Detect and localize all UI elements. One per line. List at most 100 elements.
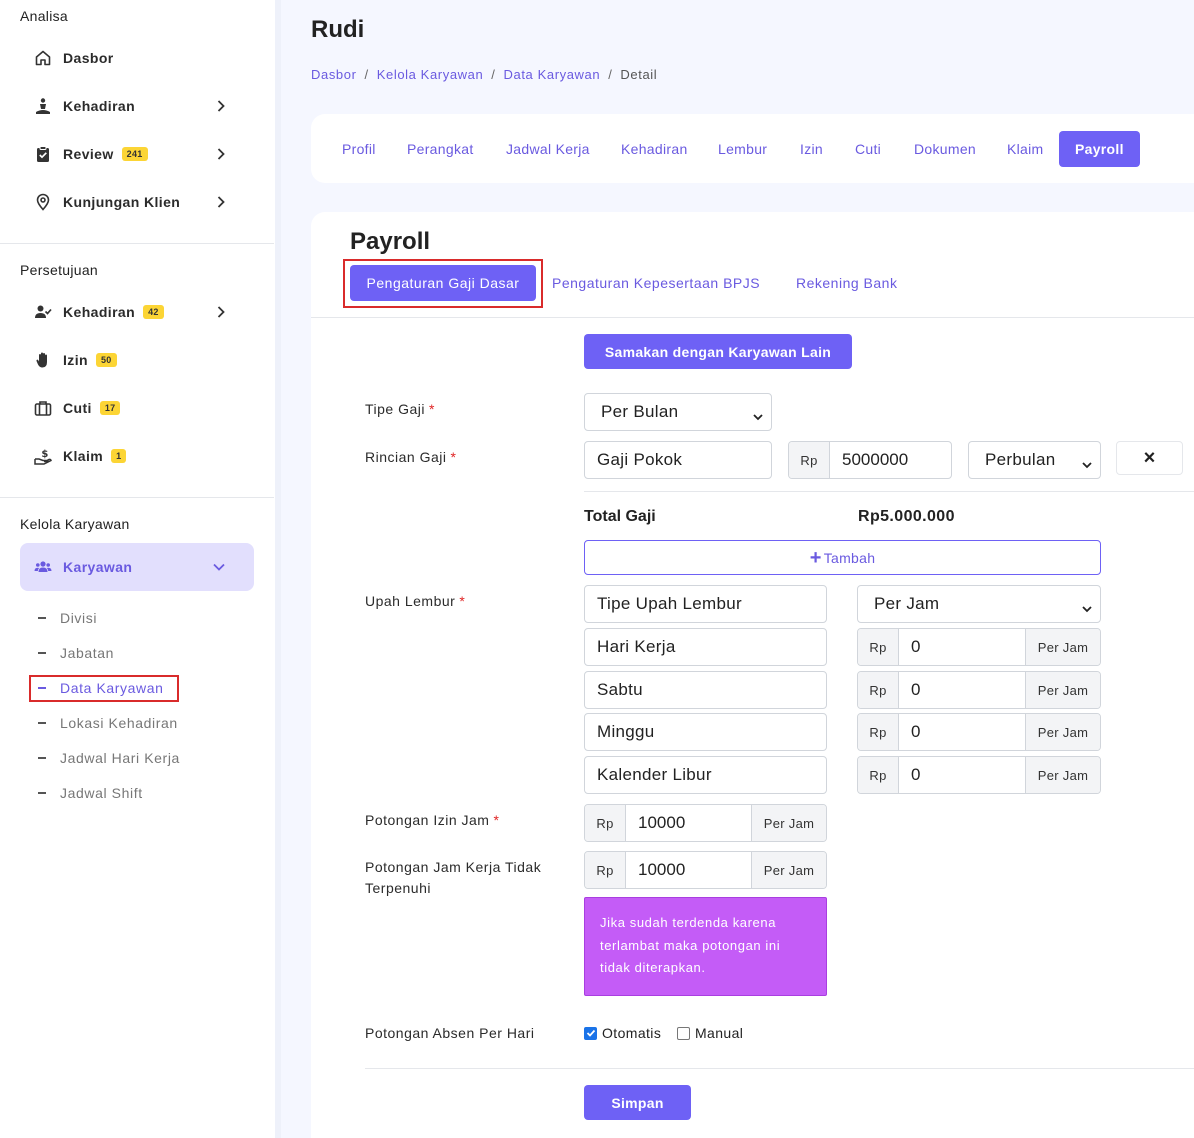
sidebar-item-kunjungan-klien[interactable]: Kunjungan Klien bbox=[34, 190, 234, 214]
potongan-izin-input[interactable]: 10000 bbox=[638, 813, 686, 832]
form-footer-divider bbox=[365, 1068, 1194, 1069]
sidebar-item-cuti[interactable]: Cuti 17 bbox=[34, 396, 234, 420]
clipboard-check-icon bbox=[34, 145, 52, 163]
upah-kalender-libur-input[interactable]: 0 bbox=[911, 765, 921, 784]
tipe-gaji-label: Tipe Gaji * bbox=[365, 401, 435, 417]
subtab-rekening-bank[interactable]: Rekening Bank bbox=[796, 275, 898, 291]
section-analisa: Analisa bbox=[20, 8, 69, 24]
upah-row-name: Kalender Libur bbox=[584, 756, 827, 794]
close-icon: × bbox=[1143, 447, 1156, 469]
otomatis-checkbox[interactable]: Otomatis bbox=[584, 1025, 661, 1041]
tambah-button[interactable]: + Tambah bbox=[584, 540, 1101, 575]
tab-kehadiran[interactable]: Kehadiran bbox=[621, 141, 688, 157]
sidebar-item-izin[interactable]: Izin 50 bbox=[34, 348, 234, 372]
tab-lembur[interactable]: Lembur bbox=[718, 141, 768, 157]
per-jam-suffix: Per Jam bbox=[751, 852, 826, 888]
hand-dollar-icon: $ bbox=[34, 447, 52, 465]
chevron-down-icon bbox=[1082, 455, 1092, 469]
section-persetujuan: Persetujuan bbox=[20, 262, 99, 278]
rincian-amount-input[interactable]: 5000000 bbox=[842, 450, 909, 469]
potongan-izin-group[interactable]: Rp 10000 Per Jam bbox=[584, 804, 827, 842]
potongan-jam-label: Potongan Jam Kerja Tidak Terpenuhi bbox=[365, 859, 542, 896]
sidebar-subitem-data-karyawan[interactable]: Data Karyawan bbox=[38, 680, 164, 696]
tab-profil[interactable]: Profil bbox=[342, 141, 376, 157]
sidebar-group-karyawan[interactable] bbox=[20, 543, 254, 591]
tab-cuti[interactable]: Cuti bbox=[855, 141, 882, 157]
tab-dokumen[interactable]: Dokumen bbox=[914, 141, 977, 157]
rincian-amount-group[interactable]: Rp 5000000 bbox=[788, 441, 952, 479]
upah-hari-kerja-group[interactable]: Rp 0 Per Jam bbox=[857, 628, 1101, 666]
sidebar-item-label: Izin bbox=[63, 352, 88, 368]
tipe-upah-lembur-field: Tipe Upah Lembur bbox=[584, 585, 827, 623]
sidebar-item-kehadiran[interactable]: Kehadiran bbox=[34, 94, 234, 118]
sidebar-item-klaim[interactable]: $ Klaim 1 bbox=[34, 444, 234, 468]
simpan-button[interactable]: Simpan bbox=[584, 1085, 691, 1120]
upah-tipe-value: Per Jam bbox=[874, 594, 940, 613]
checkbox-unchecked-icon[interactable] bbox=[677, 1026, 690, 1040]
tab-izin[interactable]: Izin bbox=[800, 141, 823, 157]
breadcrumb-separator: / bbox=[364, 67, 369, 82]
currency-prefix: Rp bbox=[585, 805, 626, 841]
tab-jadwal-kerja[interactable]: Jadwal Kerja bbox=[506, 141, 590, 157]
upah-tipe-select[interactable]: Per Jam bbox=[857, 585, 1101, 623]
hand-icon bbox=[34, 351, 52, 369]
sidebar-item-dasbor[interactable]: Dasbor bbox=[34, 46, 234, 70]
manual-checkbox[interactable]: Manual bbox=[677, 1025, 743, 1041]
subitem-label: Lokasi Kehadiran bbox=[60, 715, 178, 731]
rincian-name-input[interactable]: Gaji Pokok bbox=[584, 441, 772, 479]
plus-icon: + bbox=[809, 546, 822, 569]
potongan-jam-input[interactable]: 10000 bbox=[638, 860, 686, 879]
potongan-jam-group[interactable]: Rp 10000 Per Jam bbox=[584, 851, 827, 889]
sidebar-subitem-jabatan[interactable]: Jabatan bbox=[38, 645, 114, 661]
dash-icon bbox=[38, 722, 46, 724]
dash-icon bbox=[38, 757, 46, 759]
dash-icon bbox=[38, 652, 46, 654]
subitem-label: Divisi bbox=[60, 610, 98, 626]
upah-sabtu-group[interactable]: Rp 0 Per Jam bbox=[857, 671, 1101, 709]
users-icon bbox=[34, 558, 52, 576]
upah-sabtu-input[interactable]: 0 bbox=[911, 680, 921, 699]
dash-icon bbox=[38, 792, 46, 794]
samakan-button[interactable]: Samakan dengan Karyawan Lain bbox=[584, 334, 852, 369]
remove-rincian-button[interactable]: × bbox=[1116, 441, 1183, 475]
otomatis-label: Otomatis bbox=[602, 1025, 662, 1041]
subitem-label: Jabatan bbox=[60, 645, 115, 661]
chevron-down-icon bbox=[753, 407, 763, 421]
currency-prefix: Rp bbox=[858, 672, 899, 708]
breadcrumb-separator: / bbox=[491, 67, 496, 82]
per-jam-suffix: Per Jam bbox=[751, 805, 826, 841]
sidebar-item-persetujuan-kehadiran[interactable]: Kehadiran 42 bbox=[34, 300, 234, 324]
sidebar-divider bbox=[0, 497, 274, 498]
sidebar-subitem-divisi[interactable]: Divisi bbox=[38, 610, 97, 626]
subtab-kepesertaan-bpjs[interactable]: Pengaturan Kepesertaan BPJS bbox=[552, 275, 761, 291]
highlight-box bbox=[343, 259, 543, 308]
breadcrumb-data-karyawan[interactable]: Data Karyawan bbox=[503, 67, 601, 82]
sidebar-item-karyawan[interactable]: Karyawan bbox=[34, 555, 234, 579]
rincian-period-select[interactable]: Perbulan bbox=[968, 441, 1101, 479]
breadcrumb-separator: / bbox=[608, 67, 613, 82]
subtab-gaji-dasar[interactable]: Pengaturan Gaji Dasar bbox=[350, 265, 536, 301]
upah-minggu-group[interactable]: Rp 0 Per Jam bbox=[857, 713, 1101, 751]
sidebar-subitem-jadwal-shift[interactable]: Jadwal Shift bbox=[38, 785, 143, 801]
tab-klaim[interactable]: Klaim bbox=[1007, 141, 1044, 157]
breadcrumb-kelola-karyawan[interactable]: Kelola Karyawan bbox=[376, 67, 484, 82]
currency-prefix: Rp bbox=[789, 442, 830, 478]
upah-row-name: Minggu bbox=[584, 713, 827, 751]
checkbox-checked-icon[interactable] bbox=[584, 1026, 597, 1040]
upah-minggu-input[interactable]: 0 bbox=[911, 722, 921, 741]
breadcrumb-dasbor[interactable]: Dasbor bbox=[311, 67, 357, 82]
sidebar-gap bbox=[275, 0, 281, 1138]
total-gaji-label: Total Gaji bbox=[584, 508, 656, 525]
sidebar-subitem-lokasi-kehadiran[interactable]: Lokasi Kehadiran bbox=[38, 715, 178, 731]
upah-kalender-libur-group[interactable]: Rp 0 Per Jam bbox=[857, 756, 1101, 794]
tab-payroll[interactable]: Payroll bbox=[1059, 131, 1140, 167]
user-check-icon bbox=[34, 303, 52, 321]
sidebar-item-label: Cuti bbox=[63, 400, 92, 416]
tipe-gaji-select[interactable]: Per Bulan bbox=[584, 393, 772, 431]
sidebar-item-review[interactable]: Review 241 bbox=[34, 142, 234, 166]
currency-prefix: Rp bbox=[858, 714, 899, 750]
total-gaji-value: Rp5.000.000 bbox=[858, 508, 955, 525]
sidebar-subitem-jadwal-hari-kerja[interactable]: Jadwal Hari Kerja bbox=[38, 750, 180, 766]
upah-hari-kerja-input[interactable]: 0 bbox=[911, 637, 921, 656]
tab-perangkat[interactable]: Perangkat bbox=[407, 141, 474, 157]
